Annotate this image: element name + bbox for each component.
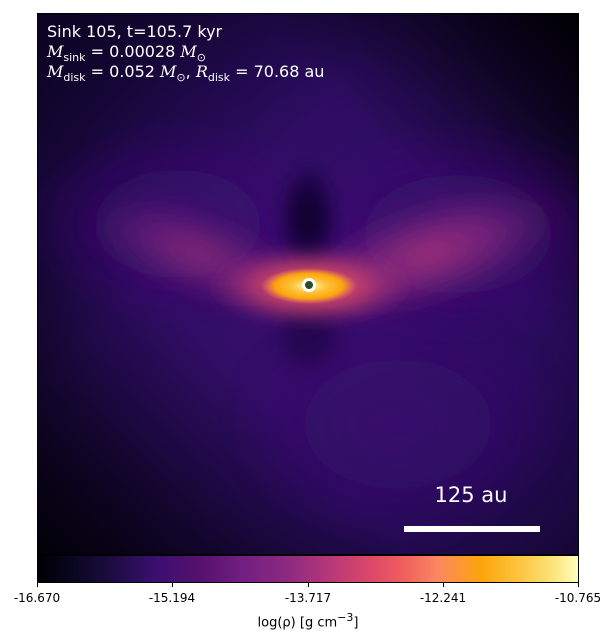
colorbar-label-prefix: log(ρ) [g cm xyxy=(257,615,338,631)
msink-unit: M xyxy=(180,42,197,61)
msink-subscript: sink xyxy=(63,51,86,65)
density-map-panel: Sink 105, t=105.7 kyr Msink = 0.00028 M⊙… xyxy=(37,13,579,555)
colorbar-tick-label: -13.717 xyxy=(284,591,332,605)
colorbar-axis-label: log(ρ) [g cm−3] xyxy=(208,611,408,630)
sink-mass-line: Msink = 0.00028 M⊙ xyxy=(47,42,206,67)
msink-unit-sub: ⊙ xyxy=(196,51,206,65)
rdisk-value: = 70.68 au xyxy=(235,62,325,81)
disk-properties-line: Mdisk = 0.052 M⊙, Rdisk = 70.68 au xyxy=(47,62,324,87)
msink-symbol: M xyxy=(47,42,64,61)
rdisk-subscript: disk xyxy=(207,71,230,85)
colorbar-tick-label: -12.241 xyxy=(419,591,467,605)
scalebar-label: 125 au xyxy=(434,483,508,507)
colorbar-tick xyxy=(172,583,173,587)
scalebar-line xyxy=(404,526,540,532)
mdisk-value: = 0.052 xyxy=(90,62,155,81)
colorbar-tick-label: -15.194 xyxy=(148,591,196,605)
colorbar-tick xyxy=(578,583,579,587)
mdisk-symbol: M xyxy=(47,62,64,81)
rdisk-symbol: R xyxy=(195,62,208,81)
mdisk-unit: M xyxy=(160,62,177,81)
colorbar-tick-label: -16.670 xyxy=(13,591,61,605)
colorbar xyxy=(37,555,579,583)
colorbar-tick xyxy=(308,583,309,587)
colorbar-tick xyxy=(37,583,38,587)
mdisk-unit-sub: ⊙ xyxy=(176,71,186,85)
mdisk-subscript: disk xyxy=(63,71,86,85)
colorbar-tick xyxy=(443,583,444,587)
msink-value: = 0.00028 xyxy=(90,42,176,61)
sink-marker-icon xyxy=(302,278,316,292)
colorbar-label-suffix: ] xyxy=(353,615,359,631)
colorbar-tick-label: -10.765 xyxy=(554,591,602,605)
sink-title: Sink 105, t=105.7 kyr xyxy=(47,22,223,41)
colorbar-label-exponent: −3 xyxy=(337,611,354,624)
mdisk-separator: , xyxy=(185,62,191,81)
